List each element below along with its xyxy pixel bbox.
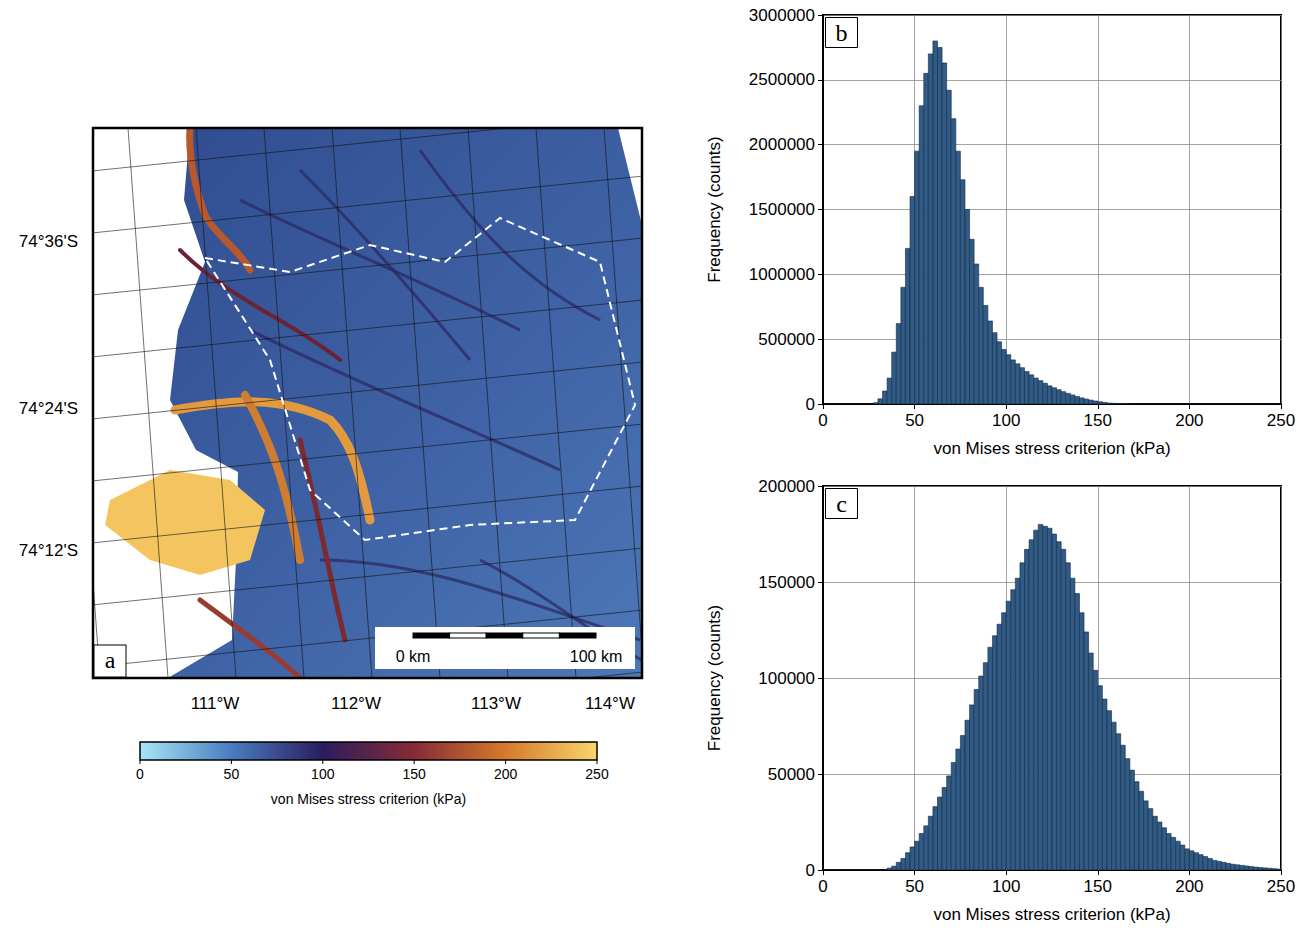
svg-text:Frequency (counts): Frequency (counts) [705, 136, 724, 282]
svg-text:150000: 150000 [758, 573, 815, 592]
svg-text:a: a [105, 647, 116, 673]
svg-text:250: 250 [585, 766, 609, 782]
svg-text:112°W: 112°W [331, 694, 381, 713]
svg-text:200: 200 [1175, 877, 1203, 896]
svg-text:0: 0 [818, 877, 827, 896]
svg-text:150: 150 [1084, 877, 1112, 896]
svg-text:200000: 200000 [758, 477, 815, 496]
svg-text:von Mises stress criterion (kP: von Mises stress criterion (kPa) [933, 905, 1170, 924]
svg-text:200: 200 [494, 766, 518, 782]
svg-text:0: 0 [136, 766, 144, 782]
svg-text:von Mises stress criterion (kP: von Mises stress criterion (kPa) [933, 439, 1170, 458]
svg-text:0: 0 [806, 861, 815, 880]
svg-text:2500000: 2500000 [749, 70, 815, 89]
svg-text:0: 0 [818, 411, 827, 430]
svg-text:0 km: 0 km [396, 648, 431, 665]
svg-text:150: 150 [1084, 411, 1112, 430]
svg-text:von Mises stress criterion (kP: von Mises stress criterion (kPa) [271, 791, 466, 807]
svg-text:2000000: 2000000 [749, 135, 815, 154]
svg-text:50: 50 [224, 766, 240, 782]
svg-text:1000000: 1000000 [749, 265, 815, 284]
svg-text:150: 150 [403, 766, 427, 782]
svg-text:50: 50 [905, 411, 924, 430]
svg-text:50000: 50000 [768, 765, 815, 784]
svg-text:111°W: 111°W [191, 694, 240, 713]
svg-text:74°24'S: 74°24'S [19, 399, 78, 418]
svg-text:b: b [836, 20, 848, 46]
svg-text:100: 100 [992, 877, 1020, 896]
svg-text:50: 50 [905, 877, 924, 896]
svg-text:200: 200 [1175, 411, 1203, 430]
svg-text:3000000: 3000000 [749, 6, 815, 25]
svg-text:250: 250 [1267, 877, 1295, 896]
svg-text:114°W: 114°W [585, 694, 635, 713]
svg-text:100000: 100000 [758, 669, 815, 688]
svg-text:74°12'S: 74°12'S [19, 541, 78, 560]
svg-text:113°W: 113°W [471, 694, 521, 713]
svg-text:1500000: 1500000 [749, 200, 815, 219]
svg-text:74°36'S: 74°36'S [19, 232, 78, 251]
svg-text:100: 100 [992, 411, 1020, 430]
svg-text:Frequency (counts): Frequency (counts) [705, 605, 724, 751]
svg-text:500000: 500000 [758, 330, 815, 349]
svg-text:0: 0 [806, 395, 815, 414]
svg-text:250: 250 [1267, 411, 1295, 430]
svg-text:c: c [836, 491, 847, 517]
svg-text:100: 100 [311, 766, 335, 782]
svg-text:100 km: 100 km [570, 648, 622, 665]
